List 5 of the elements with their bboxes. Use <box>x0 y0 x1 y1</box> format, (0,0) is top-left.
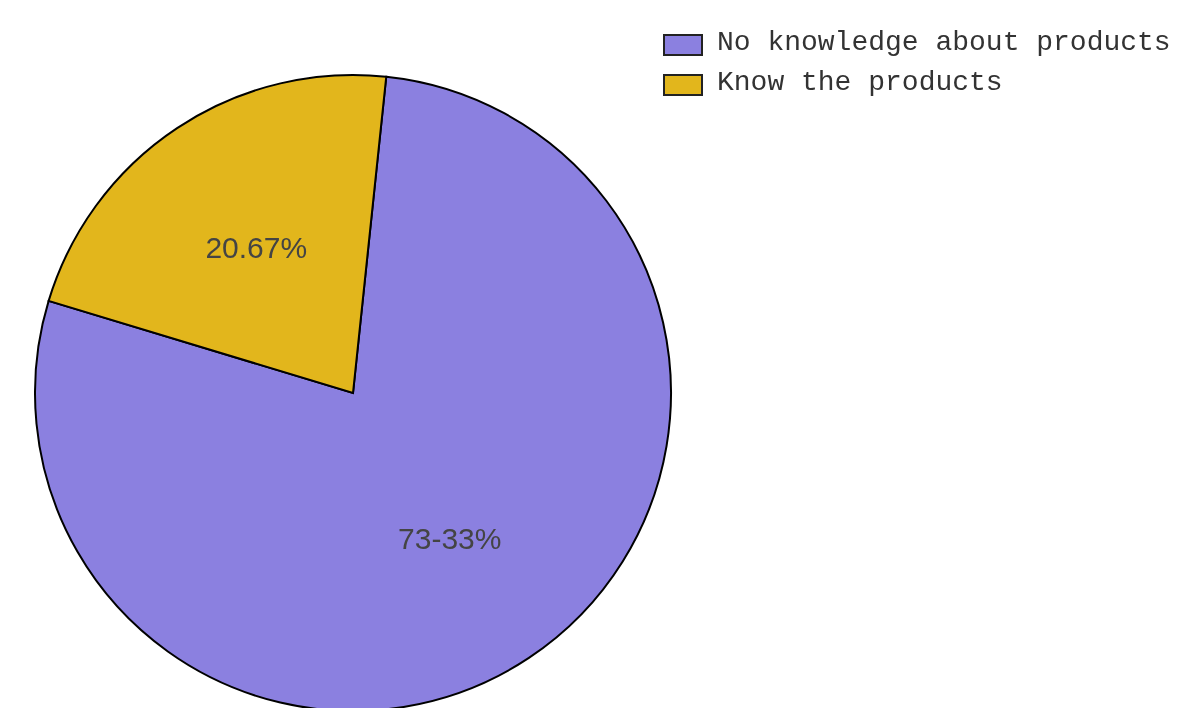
legend-label: No knowledge about products <box>717 27 1171 58</box>
data-label: 20.67% <box>205 230 308 264</box>
legend-label: Know the products <box>717 67 1003 98</box>
data-label: 73-33% <box>398 522 502 556</box>
pie-slice <box>34 75 672 708</box>
